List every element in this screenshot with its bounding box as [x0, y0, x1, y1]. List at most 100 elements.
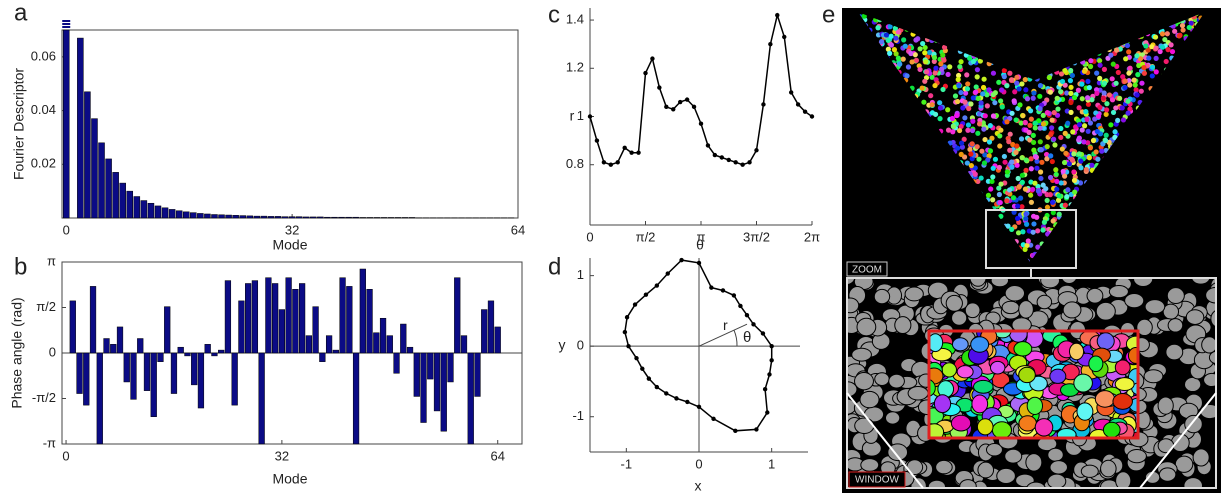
- particle: [1028, 193, 1033, 198]
- particle: [1038, 126, 1043, 131]
- particle: [1095, 157, 1100, 162]
- particle: [1048, 175, 1053, 180]
- particle: [1111, 110, 1116, 115]
- bar: [387, 336, 393, 353]
- bar: [113, 172, 119, 218]
- zoom-label: ZOOM: [852, 265, 882, 276]
- grain: [1167, 288, 1184, 304]
- grain: [861, 459, 879, 472]
- particle: [1002, 160, 1007, 165]
- grain: [1125, 293, 1144, 307]
- particle: [901, 57, 906, 62]
- point: [625, 315, 629, 319]
- particle: [1054, 179, 1059, 184]
- particle: [981, 127, 986, 132]
- particle: [958, 90, 963, 95]
- bar: [373, 333, 379, 353]
- particle: [955, 146, 960, 151]
- bar: [240, 216, 246, 218]
- particle: [1102, 67, 1107, 72]
- particle: [1071, 151, 1076, 156]
- bar: [367, 289, 373, 353]
- particle: [901, 37, 906, 42]
- bar: [346, 217, 352, 218]
- bar: [374, 217, 380, 218]
- bar: [296, 217, 302, 218]
- grain: [860, 391, 879, 407]
- particle: [1026, 238, 1031, 243]
- grain: [889, 374, 905, 388]
- y-axis-label: y: [559, 337, 566, 353]
- bar: [299, 283, 305, 353]
- particle: [1142, 71, 1147, 76]
- particle: [1132, 78, 1137, 83]
- particle: [1108, 53, 1113, 58]
- particle: [979, 149, 984, 154]
- particle: [924, 69, 929, 74]
- particle: [1072, 95, 1077, 100]
- particle: [1126, 111, 1131, 116]
- bar: [339, 217, 345, 218]
- particle: [971, 95, 976, 100]
- particle: [1020, 229, 1025, 234]
- bar: [388, 217, 394, 218]
- particle: [1065, 121, 1070, 126]
- particle: [939, 67, 944, 72]
- grain: [971, 337, 989, 352]
- grain: [977, 419, 993, 435]
- particle: [909, 59, 914, 64]
- particle: [1038, 169, 1043, 174]
- grain: [1019, 301, 1034, 318]
- particle: [917, 67, 922, 72]
- window-label: WINDOW: [855, 475, 899, 486]
- particle: [1164, 59, 1169, 64]
- bar: [171, 353, 177, 394]
- particle: [977, 121, 982, 126]
- particle: [979, 100, 984, 105]
- bar: [380, 318, 386, 353]
- particle: [997, 133, 1002, 138]
- bar: [91, 119, 97, 218]
- particle: [1005, 169, 1010, 174]
- grain: [855, 418, 874, 433]
- grain: [1101, 460, 1117, 477]
- x-tick-label: π/2: [636, 229, 656, 244]
- particle: [1019, 136, 1024, 141]
- bar: [310, 217, 316, 218]
- particle: [1012, 89, 1017, 94]
- particle: [969, 163, 974, 168]
- particle: [966, 122, 971, 127]
- point: [640, 367, 644, 371]
- particle: [1034, 166, 1039, 171]
- x-tick-label: 2π: [804, 229, 820, 244]
- particle: [932, 55, 937, 60]
- particle: [993, 157, 998, 162]
- particle: [1040, 227, 1045, 232]
- particle: [1002, 154, 1007, 159]
- grain: [907, 460, 923, 475]
- y-tick-label: 0: [49, 344, 56, 359]
- point: [769, 358, 773, 362]
- point: [761, 331, 765, 335]
- bar: [266, 278, 272, 353]
- particle: [1070, 73, 1075, 78]
- bar: [155, 206, 161, 218]
- bar: [137, 339, 143, 353]
- grain: [1081, 465, 1098, 477]
- particle: [1114, 81, 1119, 86]
- particle: [1102, 81, 1107, 86]
- particle: [1113, 105, 1118, 110]
- particle: [922, 50, 927, 55]
- point: [664, 105, 668, 109]
- particle: [988, 148, 993, 153]
- y-tick-label: 0.8: [566, 156, 584, 171]
- particle: [1072, 189, 1077, 194]
- bar: [144, 353, 150, 391]
- particle: [1038, 139, 1043, 144]
- particle: [1038, 83, 1043, 88]
- particle: [938, 105, 943, 110]
- y-axis-label: Fourier Descriptor: [11, 68, 27, 180]
- particle: [1108, 122, 1113, 127]
- particle: [1097, 58, 1102, 63]
- particle: [1035, 228, 1040, 233]
